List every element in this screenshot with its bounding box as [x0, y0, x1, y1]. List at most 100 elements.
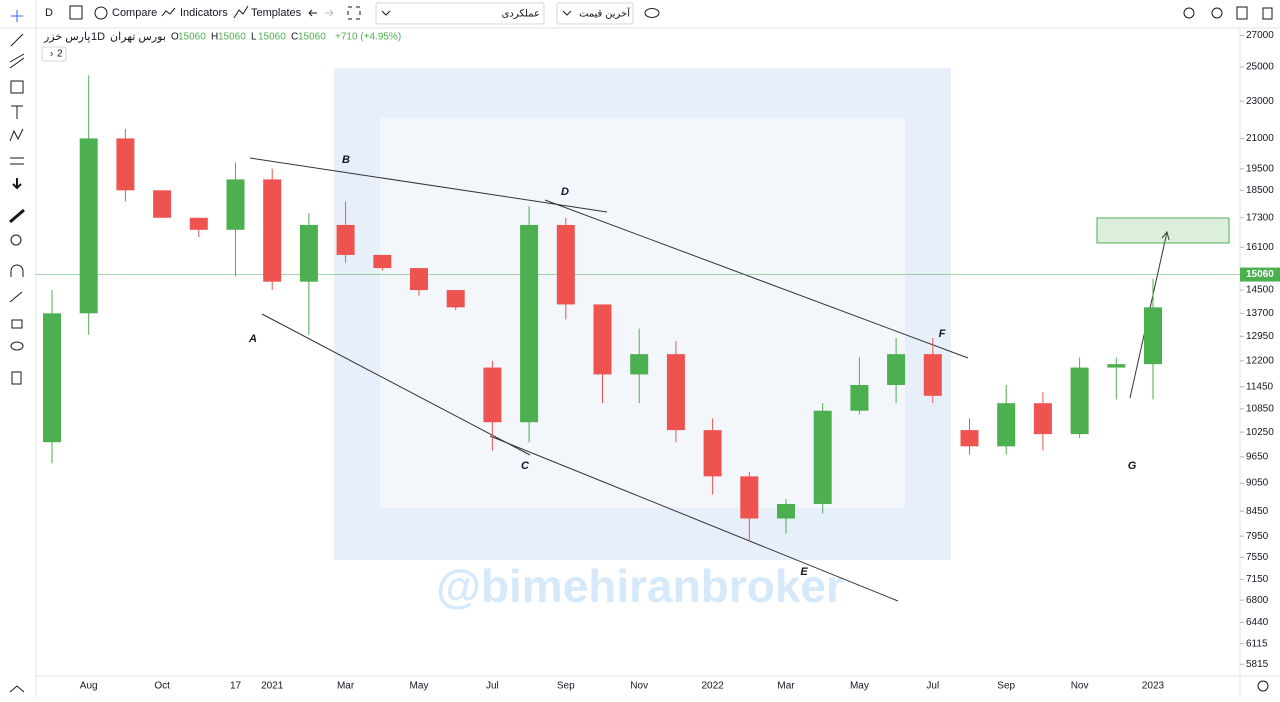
legend-key: H [211, 32, 218, 43]
shape-tool[interactable] [10, 80, 24, 94]
trend-line [261, 313, 531, 456]
candle-body [483, 367, 502, 423]
candle-body [960, 430, 979, 447]
y-tick-label: 21000 [1246, 133, 1274, 144]
candle-body [740, 476, 759, 519]
candle-body [813, 410, 832, 504]
settings-button[interactable] [1183, 7, 1195, 19]
legend-value: 15060 [218, 32, 246, 43]
x-tick-label: Jul [926, 681, 939, 692]
fullscreen[interactable] [347, 6, 361, 20]
candle-body [777, 503, 795, 519]
crosshair-tool[interactable] [11, 10, 23, 22]
dropdown2[interactable] [556, 2, 634, 25]
share-button[interactable] [1211, 7, 1223, 19]
visibility-button[interactable] [644, 8, 660, 18]
axis-settings[interactable] [1257, 680, 1269, 692]
x-tick-label: Sep [557, 681, 575, 692]
y-tick-label: 5815 [1246, 659, 1269, 670]
arrow-tool[interactable] [12, 178, 22, 190]
x-tick-label: Oct [154, 681, 170, 692]
hide-tool[interactable] [10, 341, 24, 351]
candle-body [593, 304, 612, 375]
annotation-label: G [1128, 460, 1137, 472]
x-tick-label: 2021 [261, 681, 284, 692]
x-tick-label: May [850, 681, 869, 692]
candle-body [630, 354, 649, 375]
templates-button[interactable]: Templates [251, 7, 302, 19]
y-tick-label: 9650 [1246, 451, 1269, 462]
zoom-tool[interactable] [10, 234, 22, 246]
candle-body [43, 313, 61, 443]
dropdown1[interactable] [375, 2, 545, 25]
templates-icon[interactable] [233, 5, 249, 19]
delete-button[interactable] [1262, 7, 1273, 20]
redo[interactable] [325, 9, 334, 17]
indicators-count: 2 [57, 49, 63, 60]
legend-ohlc: O 15060 H 15060 L 15060 C 15060 +710 (+4.95%) [171, 32, 401, 43]
candle-body [887, 354, 906, 385]
y-tick-label: 6115 [1246, 638, 1268, 649]
legend-value: 15060 [258, 32, 286, 43]
candle-body [373, 254, 392, 269]
legend-value: 15060 [298, 32, 326, 43]
annotation-label: A [248, 333, 257, 345]
x-tick-label: Mar [777, 681, 795, 692]
magnet-tool[interactable] [10, 264, 24, 277]
candle-body [410, 268, 428, 291]
candle-body [446, 290, 465, 308]
trend-line [489, 435, 899, 602]
candle-body [263, 179, 282, 282]
y-tick-label: 12950 [1246, 331, 1274, 342]
x-tick-label: Jul [486, 681, 499, 692]
pattern-tool[interactable] [9, 128, 24, 142]
interval-button[interactable]: D [45, 7, 53, 19]
collapse-indicators[interactable] [41, 46, 67, 62]
legend-symbol: پارس خزر [43, 31, 90, 43]
drawing-tools [9, 10, 25, 693]
x-tick-label: Sep [997, 681, 1015, 692]
candle-body [336, 224, 355, 255]
compare-button[interactable]: Compare [112, 7, 157, 19]
legend-value: 15060 [178, 32, 206, 43]
y-tick-label: 7950 [1246, 531, 1269, 542]
ruler-tool[interactable] [9, 208, 25, 224]
x-tick-label: Nov [630, 681, 648, 692]
y-tick-label: 6440 [1246, 617, 1269, 628]
trendline-tool[interactable] [10, 33, 24, 47]
undo[interactable] [308, 9, 317, 17]
chevron [562, 10, 572, 16]
y-tick-label: 6800 [1246, 595, 1269, 606]
legend-change: +710 (+4.95%) [335, 32, 401, 43]
trend-lines [249, 157, 1170, 602]
fib-tool[interactable] [9, 53, 25, 69]
y-tick-label: 12200 [1246, 355, 1274, 366]
indicators-icon[interactable] [161, 7, 176, 17]
chart-type-button[interactable] [69, 5, 83, 20]
y-tick-label: 10850 [1246, 403, 1274, 414]
indicators-button[interactable]: Indicators [180, 7, 228, 19]
snapshot-button[interactable] [1236, 6, 1248, 20]
collapse-tool[interactable] [9, 685, 25, 693]
compare-icon[interactable] [94, 6, 108, 20]
dropdown2-label: آخرین قیمت [579, 7, 631, 20]
candle-body [226, 179, 245, 230]
lock-drawings-tool[interactable] [9, 291, 23, 303]
candle-body [556, 224, 575, 305]
candle-body [1070, 367, 1089, 435]
candle-body [997, 403, 1016, 447]
prediction-tool[interactable] [10, 157, 24, 165]
candle-body [299, 224, 318, 282]
x-tick-label: 2022 [701, 681, 724, 692]
chevron [381, 10, 391, 16]
last-price-box [1240, 267, 1280, 282]
y-tick-label: 23000 [1246, 96, 1274, 107]
annotation-label: B [342, 154, 350, 166]
y-tick-label: 14500 [1246, 285, 1274, 296]
text-tool[interactable] [11, 105, 23, 119]
lock-tool[interactable] [11, 319, 23, 329]
remove-tool[interactable] [11, 371, 22, 385]
candle-body [520, 224, 539, 423]
